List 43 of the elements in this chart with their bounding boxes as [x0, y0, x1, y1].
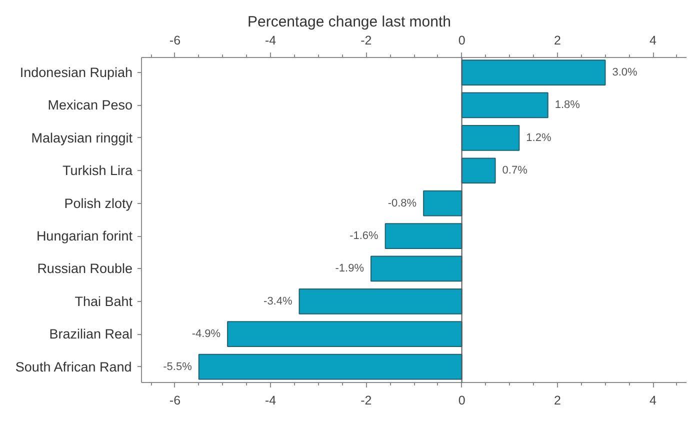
bar [298, 288, 462, 314]
y-tick-label: Hungarian forint [36, 228, 133, 244]
bar [423, 190, 462, 216]
y-tick-label: Turkish Lira [62, 163, 133, 178]
data-label: -4.9% [192, 328, 221, 340]
data-label: 3.0% [612, 66, 638, 79]
y-tick-label: Russian Rouble [37, 261, 133, 276]
x2-tick-label: 4 [650, 394, 657, 408]
data-label: -5.5% [163, 360, 192, 373]
data-label: 1.2% [526, 132, 552, 144]
x2-tick-label: -4 [265, 394, 276, 408]
y-tick-label: Polish zloty [64, 196, 133, 211]
bar [461, 92, 548, 118]
bar [370, 256, 462, 282]
y-tick-label: Indonesian Rupiah [20, 65, 133, 80]
x2-tick-label: 2 [554, 394, 561, 408]
x-tick-label: 0 [458, 34, 466, 48]
x-tick-label: 4 [650, 34, 657, 48]
bar [461, 158, 496, 184]
data-label: -1.6% [350, 230, 379, 242]
x2-tick-label: -2 [360, 394, 372, 408]
bar [227, 321, 462, 348]
x-tick-label: -6 [169, 34, 181, 48]
y-tick-label: South African Rand [15, 359, 132, 374]
y-tick-label: Thai Baht [74, 294, 133, 309]
data-label: 0.7% [502, 164, 528, 177]
x-tick-label: -4 [265, 34, 276, 48]
data-label: 1.8% [554, 99, 580, 112]
x-tick-label: 2 [554, 34, 561, 48]
data-label: -0.8% [388, 197, 417, 210]
data-label: -1.9% [335, 262, 364, 275]
bar [384, 223, 462, 249]
bar [461, 125, 520, 151]
x2-tick-label: 0 [458, 394, 466, 408]
x-tick-label: -2 [360, 34, 372, 48]
y-tick-label: Mexican Peso [48, 98, 133, 113]
y-tick-label: Malaysian ringgit [31, 130, 133, 146]
bar [198, 354, 462, 380]
x2-tick-label: -6 [169, 394, 181, 408]
data-label: -3.4% [264, 295, 292, 308]
bar [461, 60, 606, 86]
chart-title: Percentage change last month [248, 14, 451, 30]
y-tick-label: Brazilian Real [49, 326, 133, 342]
